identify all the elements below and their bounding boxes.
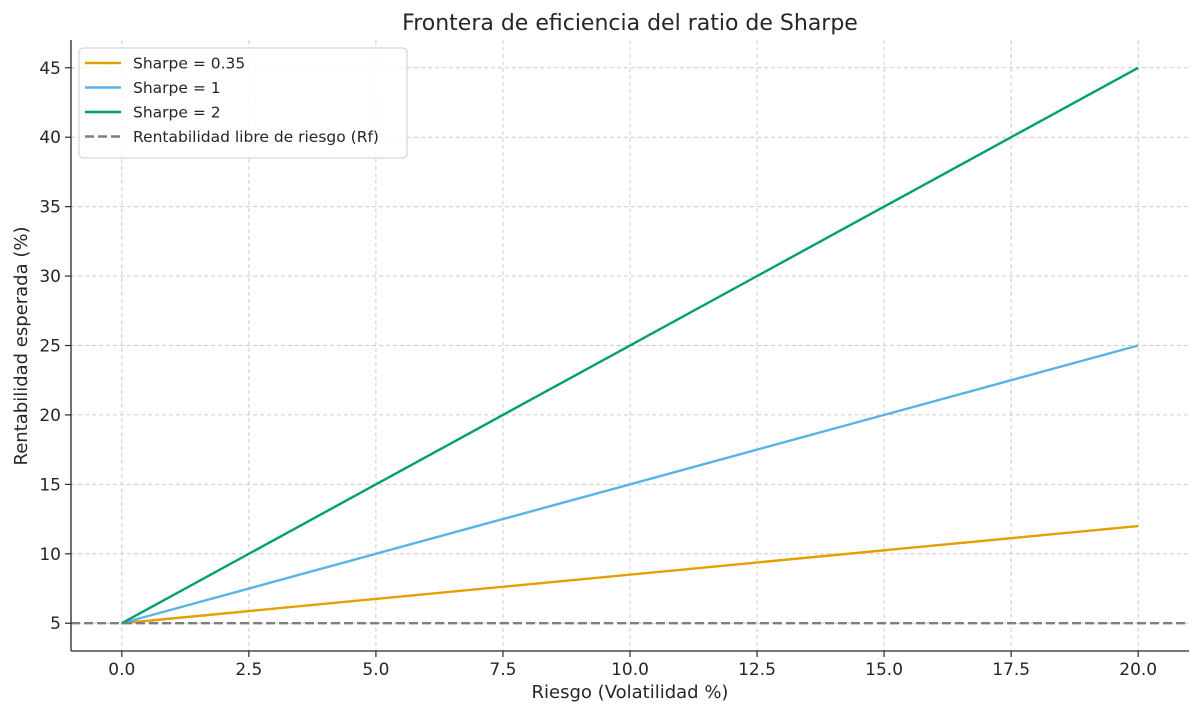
y-tick-label: 10	[39, 545, 61, 565]
y-tick-label: 35	[39, 198, 61, 218]
x-tick-label: 15.0	[865, 660, 903, 680]
x-tick-label: 2.5	[235, 660, 262, 680]
tick-labels: 0.0 2.5 5.0 7.5 10.0 12.5 15.0 17.5 20.0 5 10 15 20 2…	[39, 59, 1157, 680]
x-tick-label: 7.5	[489, 660, 516, 680]
y-tick-label: 45	[39, 59, 61, 79]
x-tick-label: 10.0	[611, 660, 649, 680]
x-axis-label: Riesgo (Volatilidad %)	[532, 682, 729, 703]
series-line-0	[121, 524, 1139, 625]
y-tick-label: 30	[39, 267, 61, 287]
x-tick-label: 12.5	[738, 660, 776, 680]
legend-label: Rentabilidad libre de riesgo (Rf)	[133, 128, 379, 146]
y-tick-label: 15	[39, 475, 61, 495]
y-tick-label: 20	[39, 406, 61, 426]
legend-label: Sharpe = 2	[133, 104, 221, 122]
legend-label: Sharpe = 1	[133, 79, 221, 97]
y-tick-label: 5	[50, 614, 61, 634]
legend-label: Sharpe = 0.35	[133, 55, 245, 73]
x-tick-label: 17.5	[992, 660, 1030, 680]
legend: Sharpe = 0.35 Sharpe = 1 Sharpe = 2 Rentabi…	[78, 47, 408, 159]
x-tick-label: 20.0	[1119, 660, 1157, 680]
series-line-2	[121, 66, 1139, 625]
series-lines	[71, 66, 1189, 625]
legend-box	[78, 47, 408, 159]
y-tick-label: 25	[39, 337, 61, 357]
chart-title: Frontera de eficiencia del ratio de Shar…	[402, 11, 858, 36]
x-tick-label: 0.0	[108, 660, 135, 680]
series-line-1	[121, 344, 1139, 625]
y-axis-label: Rentabilidad esperada (%)	[11, 226, 32, 465]
x-tick-label: 5.0	[362, 660, 389, 680]
y-tick-label: 40	[39, 128, 61, 148]
